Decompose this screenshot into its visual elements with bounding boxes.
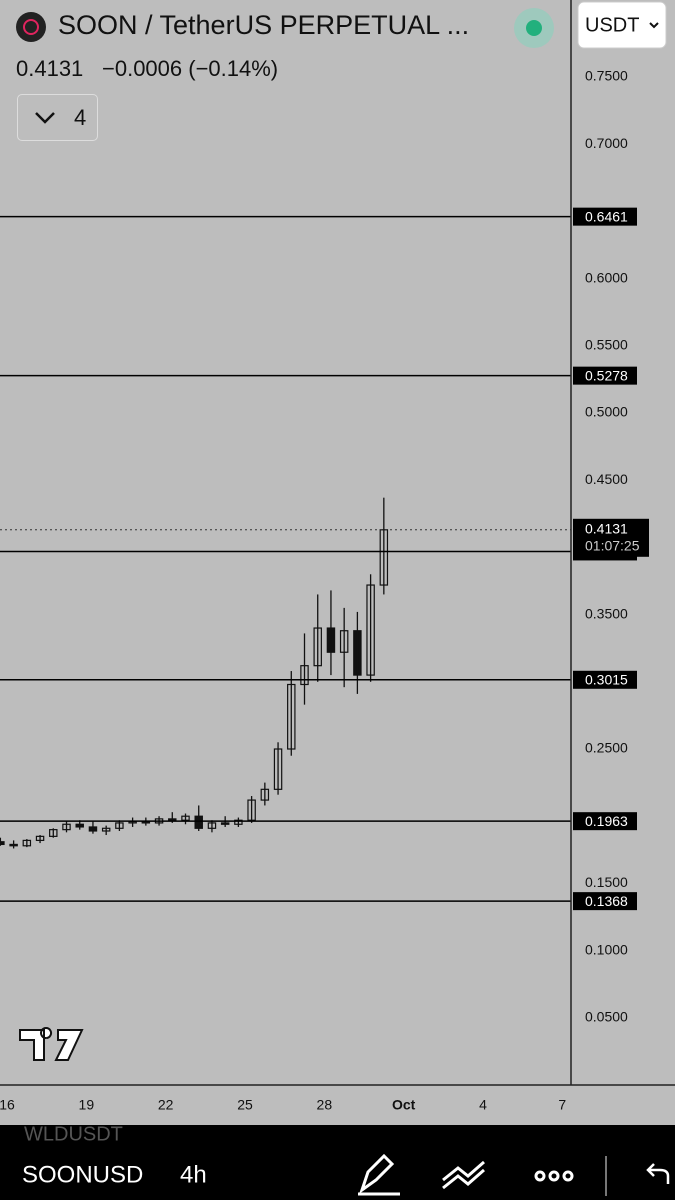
level-label-bg [573,207,637,226]
symbol-logo [16,12,46,42]
level-label-bg [573,670,637,689]
indicator-toggle[interactable]: 4 [17,94,98,141]
interval[interactable]: 4h [180,1161,207,1188]
x-tick-label: Oct [392,1097,416,1113]
tv-logo [19,1027,84,1061]
level-label-text: 0.1368 [585,893,628,909]
last-price-label: 0.4131 [585,521,628,537]
last-price-box [573,518,649,557]
level-label-bg [573,366,637,385]
x-tick-label: 7 [558,1097,566,1113]
y-tick-label: 0.7000 [585,135,628,151]
x-tick-label: 4 [479,1097,487,1113]
y-tick-label: 0.5000 [585,404,628,420]
level-label-bg [573,812,637,831]
ghost-symbol: WLDUSDT [24,1123,123,1145]
y-tick-label: 0.7500 [585,68,628,84]
status-dot [526,20,542,36]
x-tick-label: 16 [0,1097,15,1113]
level-label-text: 0.5278 [585,367,628,383]
symbol-title[interactable]: SOON / TetherUS PERPETUAL ... [58,10,470,40]
symbol[interactable]: SOONUSD [22,1161,143,1188]
level-label-text: 0.3015 [585,671,628,687]
indicator-icon[interactable] [442,1160,485,1190]
y-tick-label: 0.4500 [585,471,628,487]
level-label-text: 0.6461 [585,208,628,224]
y-tick-label: 0.1500 [585,874,628,890]
x-tick-label: 22 [158,1097,174,1113]
y-tick-label: 0.6000 [585,269,628,285]
indicator-count: 4 [74,105,87,130]
x-tick-label: 25 [237,1097,253,1113]
currency[interactable]: USDT [585,14,639,36]
y-tick-label: 0.2500 [585,740,628,756]
last-price: 0.4131 [16,56,84,81]
bottom-bar [0,1125,675,1200]
draw-icon[interactable] [358,1153,400,1196]
status-indicator [514,8,554,48]
price-change: −0.0006 (−0.14%) [102,56,279,81]
y-tick-label: 0.1000 [585,941,628,957]
dropdown-caret [649,22,659,29]
level-label-text: 0.1963 [585,813,628,829]
more-icon[interactable] [534,1170,574,1182]
x-tick-label: 28 [317,1097,333,1113]
chevron [35,112,55,124]
back-icon[interactable] [646,1163,670,1184]
countdown: 01:07:25 [585,538,640,554]
y-tick-label: 0.5500 [585,337,628,353]
y-tick-label: 0.3500 [585,605,628,621]
logo-ring [23,19,39,35]
currency-button[interactable] [577,1,667,49]
level-label-bg [573,892,637,911]
x-tick-label: 19 [79,1097,95,1113]
y-tick-label: 0.0500 [585,1009,628,1025]
